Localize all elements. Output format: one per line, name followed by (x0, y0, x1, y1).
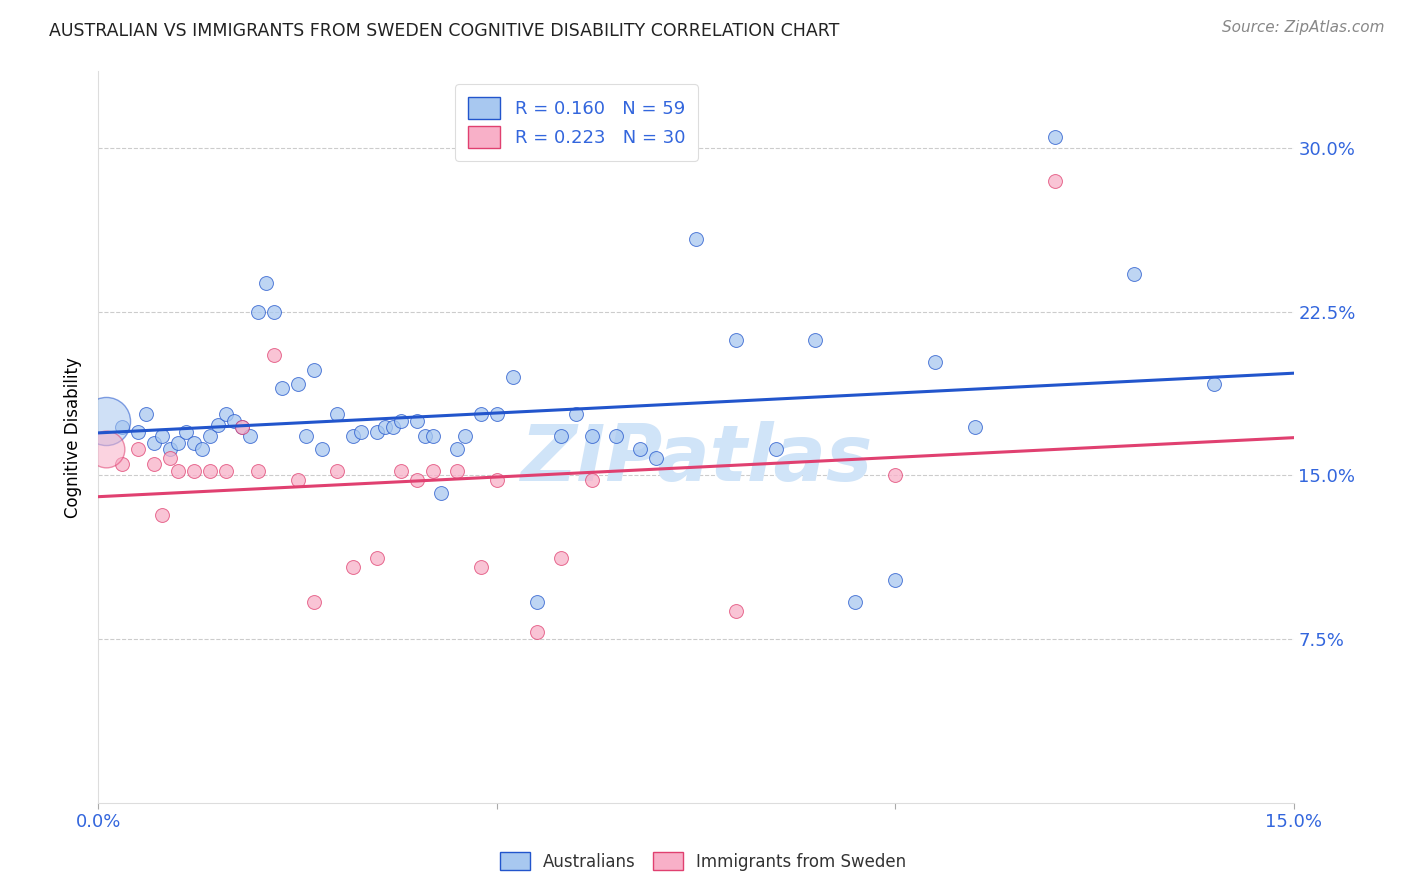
Point (198, 429, 221, 443)
Point (111, 420, 134, 434)
Point (96, 442, 118, 456)
Point (389, 414, 412, 428)
Legend: R = 0.160   N = 59, R = 0.223   N = 30: R = 0.160 N = 59, R = 0.223 N = 30 (456, 84, 697, 161)
Point (1202, 376, 1225, 391)
Point (526, 625, 548, 640)
Point (1043, 173, 1066, 187)
Point (239, 429, 262, 443)
Point (804, 333, 827, 347)
Point (150, 508, 173, 522)
Point (446, 442, 468, 456)
Point (127, 425, 149, 439)
Point (246, 304, 269, 318)
Point (311, 442, 333, 456)
Point (581, 429, 603, 443)
Point (183, 464, 205, 478)
Point (150, 429, 173, 443)
Point (470, 560, 492, 574)
Point (581, 473, 603, 487)
Point (231, 420, 253, 434)
Point (174, 425, 197, 439)
Point (159, 442, 181, 456)
Point (884, 573, 907, 587)
Point (96, 414, 118, 428)
Point (326, 407, 349, 421)
Point (685, 232, 707, 246)
Point (422, 429, 444, 443)
Point (215, 464, 238, 478)
Point (628, 442, 651, 456)
Point (924, 355, 946, 369)
Point (302, 363, 325, 377)
Text: Source: ZipAtlas.com: Source: ZipAtlas.com (1222, 20, 1385, 35)
Point (167, 435, 190, 450)
Point (263, 304, 285, 318)
Point (143, 435, 166, 450)
Point (254, 276, 277, 290)
Point (207, 418, 229, 433)
Legend: Australians, Immigrants from Sweden: Australians, Immigrants from Sweden (492, 844, 914, 880)
Point (406, 414, 429, 428)
Point (215, 407, 238, 421)
Point (565, 407, 588, 421)
Point (135, 407, 157, 421)
Point (605, 429, 627, 443)
Point (294, 429, 316, 443)
Point (430, 485, 453, 500)
Point (550, 551, 572, 566)
Point (724, 333, 747, 347)
Text: ZIPatlas: ZIPatlas (520, 421, 872, 497)
Y-axis label: Cognitive Disability: Cognitive Disability (65, 357, 83, 517)
Point (413, 429, 436, 443)
Point (143, 458, 166, 472)
Point (724, 604, 747, 618)
Text: AUSTRALIAN VS IMMIGRANTS FROM SWEDEN COGNITIVE DISABILITY CORRELATION CHART: AUSTRALIAN VS IMMIGRANTS FROM SWEDEN COG… (49, 22, 839, 40)
Point (350, 425, 373, 439)
Point (844, 595, 866, 609)
Point (422, 464, 444, 478)
Point (765, 442, 787, 456)
Point (222, 414, 245, 428)
Point (246, 464, 269, 478)
Point (645, 450, 668, 465)
Point (342, 429, 364, 443)
Point (366, 551, 388, 566)
Point (485, 473, 508, 487)
Point (167, 464, 190, 478)
Point (406, 473, 429, 487)
Point (263, 348, 285, 362)
Point (470, 407, 492, 421)
Point (111, 458, 134, 472)
Point (191, 442, 214, 456)
Point (159, 450, 181, 465)
Point (231, 420, 253, 434)
Point (198, 464, 221, 478)
Point (270, 381, 292, 395)
Point (342, 560, 364, 574)
Point (382, 420, 405, 434)
Point (502, 370, 524, 384)
Point (485, 407, 508, 421)
Point (366, 425, 388, 439)
Point (1123, 268, 1146, 282)
Point (454, 429, 477, 443)
Point (446, 464, 468, 478)
Point (526, 595, 548, 609)
Point (287, 376, 309, 391)
Point (302, 595, 325, 609)
Point (550, 429, 572, 443)
Point (326, 464, 349, 478)
Point (287, 473, 309, 487)
Point (1043, 129, 1066, 144)
Point (884, 468, 907, 483)
Point (374, 420, 396, 434)
Point (183, 435, 205, 450)
Point (127, 442, 149, 456)
Point (389, 464, 412, 478)
Point (963, 420, 986, 434)
